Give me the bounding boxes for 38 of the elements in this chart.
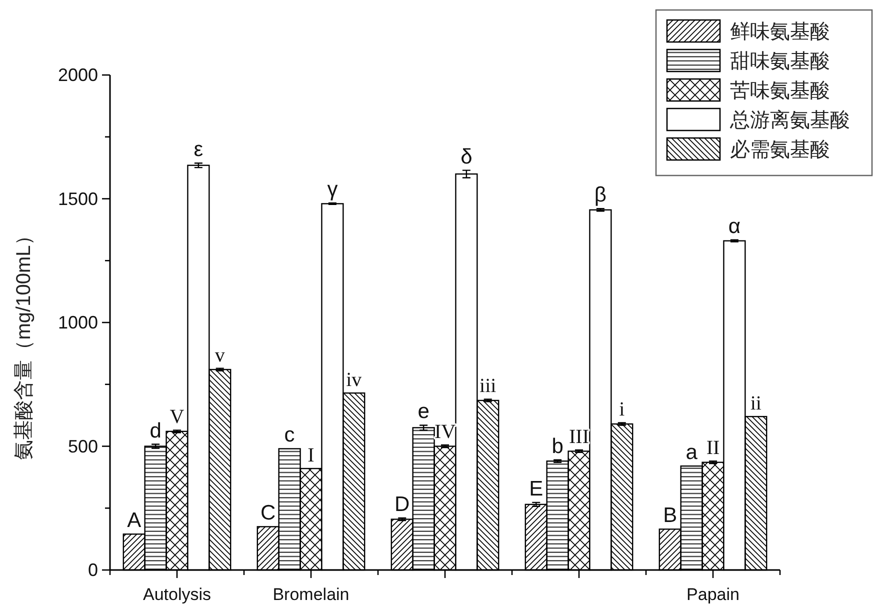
y-axis-title: 氨基酸含量（mg/100mL） xyxy=(13,225,35,460)
data-label: ε xyxy=(194,138,204,162)
data-label: γ xyxy=(327,178,338,201)
data-label: II xyxy=(706,437,720,460)
x-tick-label: Papain xyxy=(686,585,740,604)
data-label: b xyxy=(552,434,564,458)
y-tick-label: 2000 xyxy=(58,65,98,85)
legend-label: 必需氨基酸 xyxy=(730,139,830,161)
data-label: C xyxy=(260,502,276,525)
y-tick-label: 0 xyxy=(88,560,98,580)
data-label: d xyxy=(150,419,162,442)
data-label: α xyxy=(728,214,741,238)
legend-label: 甜味氨基酸 xyxy=(730,50,830,72)
data-label: v xyxy=(214,344,225,366)
x-tick-label: Bromelain xyxy=(272,585,350,604)
data-label: c xyxy=(284,424,295,447)
data-label: ii xyxy=(750,392,762,415)
data-label: iv xyxy=(346,369,362,392)
data-label: a xyxy=(686,441,698,464)
y-tick-label: 1000 xyxy=(58,312,98,332)
data-label: III xyxy=(569,426,589,448)
data-label: B xyxy=(663,504,678,528)
x-tick-label: Autolysis xyxy=(142,585,212,604)
y-tick-label: 1500 xyxy=(58,188,98,209)
data-label: V xyxy=(170,406,185,428)
legend-label: 总游离氨基酸 xyxy=(729,110,850,132)
y-tick-label: 500 xyxy=(68,436,98,456)
data-label: A xyxy=(127,509,142,532)
data-label: e xyxy=(418,400,430,424)
data-label: I xyxy=(308,444,314,467)
data-label: i xyxy=(619,398,626,421)
data-label: δ xyxy=(460,145,472,168)
legend-label: 鲜味氨基酸 xyxy=(730,21,830,43)
data-label: D xyxy=(394,493,410,516)
data-label: E xyxy=(529,477,544,500)
data-label: iii xyxy=(480,375,497,398)
data-label: β xyxy=(594,184,606,207)
legend-label: 苦味氨基酸 xyxy=(730,80,830,102)
